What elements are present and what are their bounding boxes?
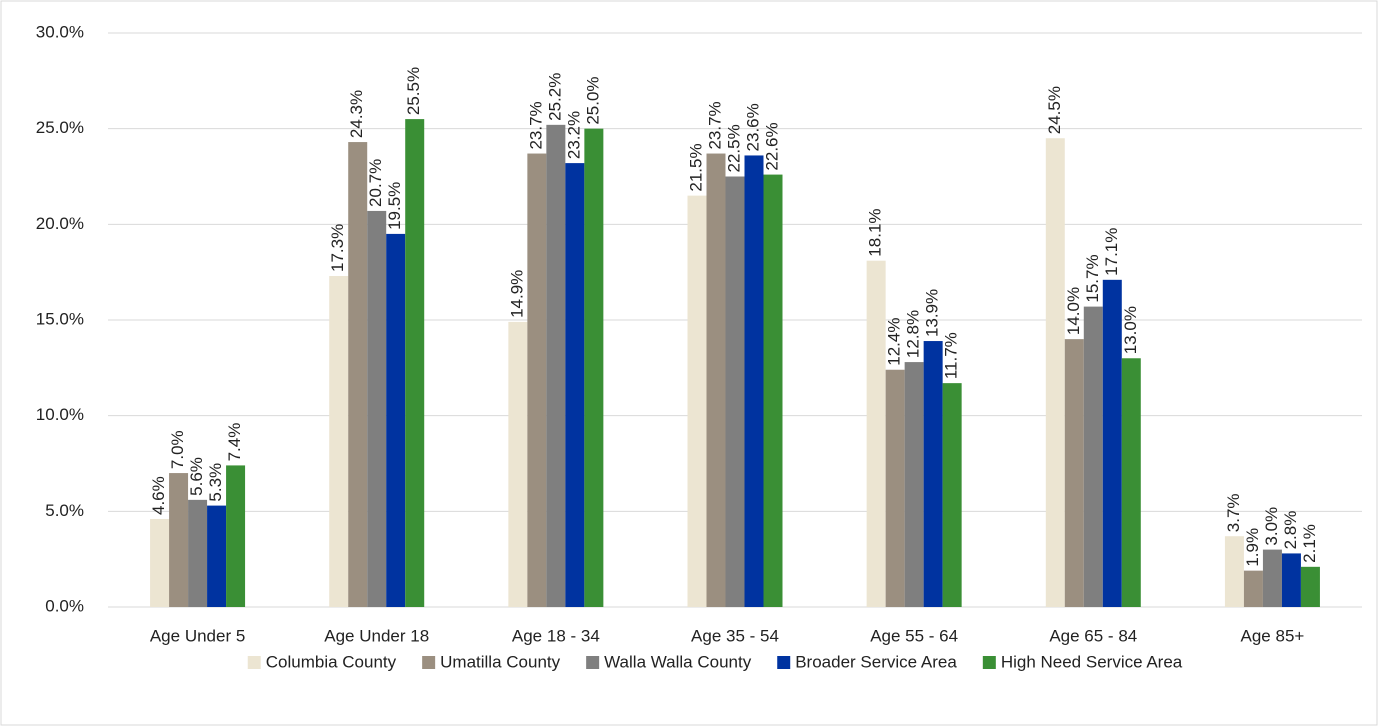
- bar: [367, 210, 387, 607]
- bar: [546, 124, 566, 607]
- data-label: 23.6%: [743, 103, 762, 151]
- legend-swatch: [982, 656, 996, 669]
- bar: [1281, 553, 1301, 607]
- data-label: 2.8%: [1281, 511, 1300, 550]
- bar: [866, 260, 886, 607]
- bar: [942, 383, 962, 607]
- bar: [226, 465, 246, 607]
- data-label: 17.1%: [1102, 228, 1121, 276]
- y-tick-label: 15.0%: [36, 309, 84, 328]
- data-label: 12.8%: [904, 310, 923, 358]
- data-label: 1.9%: [1243, 528, 1262, 567]
- x-tick-label: Age 35 - 54: [691, 626, 779, 645]
- data-label: 25.5%: [404, 67, 423, 115]
- data-label: 7.4%: [225, 423, 244, 462]
- data-label: 18.1%: [866, 208, 885, 256]
- bar: [1243, 570, 1263, 607]
- bar: [405, 119, 425, 607]
- x-tick-label: Age 85+: [1241, 626, 1305, 645]
- x-tick-label: Age Under 5: [150, 626, 245, 645]
- bar: [1064, 339, 1084, 607]
- data-label: 25.2%: [545, 73, 564, 121]
- data-label: 20.7%: [366, 159, 385, 207]
- bar: [1045, 138, 1065, 607]
- bar: [188, 499, 208, 607]
- data-label: 24.5%: [1045, 86, 1064, 134]
- bar: [1102, 279, 1122, 607]
- data-label: 17.3%: [328, 224, 347, 272]
- legend-label: Umatilla County: [440, 652, 560, 671]
- data-label: 7.0%: [168, 430, 187, 469]
- data-label: 2.1%: [1300, 524, 1319, 563]
- data-label: 14.0%: [1064, 287, 1083, 335]
- data-label: 11.7%: [942, 332, 961, 379]
- data-label: 3.7%: [1224, 493, 1243, 532]
- data-label: 19.5%: [385, 182, 404, 230]
- data-label: 5.3%: [206, 463, 225, 502]
- data-label: 13.9%: [923, 289, 942, 337]
- data-label: 12.4%: [885, 318, 904, 366]
- bar: [904, 362, 924, 607]
- bar: [706, 153, 726, 608]
- legend-swatch: [422, 656, 436, 669]
- data-label: 15.7%: [1083, 254, 1102, 302]
- bar: [885, 369, 905, 607]
- bar: [687, 195, 707, 607]
- bar: [744, 155, 764, 607]
- data-label: 23.7%: [526, 101, 545, 149]
- y-tick-label: 0.0%: [45, 596, 84, 615]
- data-label: 25.0%: [583, 76, 602, 124]
- bar: [1083, 306, 1103, 607]
- y-tick-label: 20.0%: [36, 214, 84, 233]
- bar: [584, 128, 604, 607]
- data-label: 13.0%: [1121, 306, 1140, 354]
- bar: [923, 341, 943, 607]
- bar: [763, 174, 783, 607]
- y-tick-label: 25.0%: [36, 118, 84, 137]
- legend-label: Walla Walla County: [604, 652, 752, 671]
- bar: [169, 473, 189, 607]
- bar: [508, 321, 528, 607]
- bar: [527, 153, 547, 608]
- bar: [1224, 536, 1244, 607]
- data-label: 22.6%: [762, 122, 781, 170]
- data-label: 24.3%: [347, 90, 366, 138]
- bar: [565, 163, 585, 607]
- legend-swatch: [586, 656, 600, 669]
- data-label: 23.2%: [564, 111, 583, 159]
- legend-swatch: [777, 656, 791, 669]
- y-tick-label: 5.0%: [45, 501, 84, 520]
- bar: [207, 505, 227, 607]
- data-label: 22.5%: [724, 124, 743, 172]
- bar: [329, 275, 349, 607]
- bar: [386, 233, 406, 607]
- data-label: 3.0%: [1262, 507, 1281, 546]
- x-tick-label: Age 18 - 34: [512, 626, 600, 645]
- legend-label: Broader Service Area: [795, 652, 957, 671]
- legend-swatch: [247, 656, 261, 669]
- data-label: 4.6%: [149, 476, 168, 515]
- data-label: 5.6%: [187, 457, 206, 496]
- bar: [1300, 566, 1320, 607]
- bar: [348, 142, 368, 607]
- bar: [150, 518, 170, 607]
- y-tick-label: 10.0%: [36, 405, 84, 424]
- bar: [725, 176, 745, 607]
- legend-label: High Need Service Area: [1001, 652, 1183, 671]
- data-label: 23.7%: [705, 101, 724, 149]
- data-label: 14.9%: [507, 270, 526, 318]
- x-tick-label: Age Under 18: [324, 626, 429, 645]
- x-tick-label: Age 65 - 84: [1049, 626, 1137, 645]
- bar: [1262, 549, 1282, 607]
- data-label: 21.5%: [686, 143, 705, 191]
- legend-label: Columbia County: [266, 652, 397, 671]
- y-tick-label: 30.0%: [36, 22, 84, 41]
- bar: [1121, 358, 1141, 607]
- x-tick-label: Age 55 - 64: [870, 626, 958, 645]
